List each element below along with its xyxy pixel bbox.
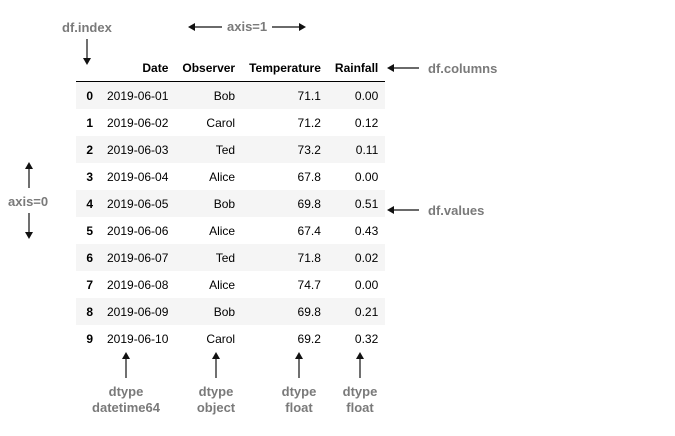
- dtype-observer-label: dtype object: [186, 384, 246, 416]
- df-columns-label: df.columns: [428, 61, 498, 76]
- dtype-rainfall-arrow-icon: [356, 352, 364, 378]
- rainfall-cell: 0.00: [354, 277, 379, 292]
- df-index-label: df.index: [62, 20, 112, 35]
- df-values-label: df.values: [428, 203, 485, 218]
- row-index-cell: 6: [86, 250, 93, 265]
- rainfall-cell: 0.43: [354, 223, 379, 238]
- temperature-cell: 71.8: [297, 250, 321, 265]
- observer-cell: Bob: [213, 88, 236, 103]
- axis0-up-arrow-icon: [25, 162, 33, 188]
- observer-cell: Alice: [209, 223, 236, 238]
- axis1-left-arrow-icon: [188, 23, 222, 31]
- rainfall-cell: 0.32: [354, 331, 379, 346]
- table-header-row: Date Observer Temperature Rainfall: [76, 54, 386, 82]
- dtype-rainfall-label: dtype float: [330, 384, 390, 416]
- observer-cell: Bob: [213, 196, 236, 211]
- column-header-observer: Observer: [175, 54, 243, 82]
- observer-cell: Alice: [209, 169, 236, 184]
- observer-cell: Ted: [215, 250, 236, 265]
- dtype-date-arrow-icon: [122, 352, 130, 378]
- temperature-cell: 74.7: [297, 277, 321, 292]
- dtype-word: dtype: [108, 384, 144, 399]
- date-cell: 2019-06-06: [107, 223, 169, 238]
- dtype-type: float: [346, 400, 374, 415]
- table-row: 3 2019-06-04 Alice 67.8 0.00: [76, 163, 386, 190]
- observer-cell: Bob: [213, 304, 236, 319]
- temperature-cell: 71.2: [297, 115, 321, 130]
- observer-cell: Ted: [215, 142, 236, 157]
- row-index-cell: 3: [86, 169, 93, 184]
- index-header: [76, 54, 100, 82]
- row-index-cell: 2: [86, 142, 93, 157]
- dtype-type: datetime64: [92, 400, 160, 415]
- row-index-cell: 4: [86, 196, 93, 211]
- temperature-cell: 69.8: [297, 196, 321, 211]
- dtype-word: dtype: [198, 384, 234, 399]
- column-header-temperature: Temperature: [242, 54, 328, 82]
- rainfall-cell: 0.12: [354, 115, 379, 130]
- table-row: 8 2019-06-09 Bob 69.8 0.21: [76, 298, 386, 325]
- table-row: 7 2019-06-08 Alice 74.7 0.00: [76, 271, 386, 298]
- dtype-type: float: [285, 400, 313, 415]
- axis1-right-arrow-icon: [272, 23, 306, 31]
- row-index-cell: 8: [86, 304, 93, 319]
- date-cell: 2019-06-08: [107, 277, 169, 292]
- table-row: 6 2019-06-07 Ted 71.8 0.02: [76, 244, 386, 271]
- date-cell: 2019-06-02: [107, 115, 169, 130]
- table-row: 5 2019-06-06 Alice 67.4 0.43: [76, 217, 386, 244]
- temperature-cell: 71.1: [297, 88, 321, 103]
- axis1-label: axis=1: [227, 19, 268, 34]
- row-index-cell: 7: [86, 277, 93, 292]
- dtype-observer-arrow-icon: [212, 352, 220, 378]
- dtype-type: object: [196, 400, 236, 415]
- axis0-label: axis=0: [8, 194, 49, 209]
- rainfall-cell: 0.51: [354, 196, 379, 211]
- date-cell: 2019-06-04: [107, 169, 169, 184]
- date-cell: 2019-06-03: [107, 142, 169, 157]
- row-index-cell: 0: [86, 88, 93, 103]
- column-header-date: Date: [100, 54, 176, 82]
- rainfall-cell: 0.11: [355, 142, 379, 157]
- date-cell: 2019-06-01: [107, 88, 169, 103]
- rainfall-cell: 0.00: [354, 88, 379, 103]
- row-index-cell: 5: [86, 223, 93, 238]
- date-cell: 2019-06-10: [107, 331, 169, 346]
- rainfall-cell: 0.02: [354, 250, 379, 265]
- row-index-cell: 1: [86, 115, 93, 130]
- table-row: 4 2019-06-05 Bob 69.8 0.51: [76, 190, 386, 217]
- temperature-cell: 69.2: [297, 331, 321, 346]
- table-row: 0 2019-06-01 Bob 71.1 0.00: [76, 81, 386, 109]
- temperature-cell: 67.8: [297, 169, 321, 184]
- rainfall-cell: 0.21: [354, 304, 379, 319]
- table-row: 9 2019-06-10 Carol 69.2 0.32: [76, 325, 386, 352]
- date-cell: 2019-06-05: [107, 196, 169, 211]
- df-values-arrow-icon: [387, 206, 419, 214]
- df-columns-arrow-icon: [387, 64, 419, 72]
- date-cell: 2019-06-07: [107, 250, 169, 265]
- dataframe-table: Date Observer Temperature Rainfall 0 2019…: [76, 54, 386, 352]
- date-cell: 2019-06-09: [107, 304, 169, 319]
- dtype-date-label: dtype datetime64: [86, 384, 166, 416]
- table-row: 1 2019-06-02 Carol 71.2 0.12: [76, 109, 386, 136]
- observer-cell: Alice: [209, 277, 236, 292]
- observer-cell: Carol: [206, 331, 236, 346]
- dtype-word: dtype: [342, 384, 378, 399]
- column-header-rainfall: Rainfall: [327, 54, 386, 82]
- row-index-cell: 9: [86, 331, 93, 346]
- observer-cell: Carol: [206, 115, 236, 130]
- temperature-cell: 67.4: [297, 223, 321, 238]
- temperature-cell: 69.8: [297, 304, 321, 319]
- rainfall-cell: 0.00: [354, 169, 379, 184]
- temperature-cell: 73.2: [297, 142, 321, 157]
- table-row: 2 2019-06-03 Ted 73.2 0.11: [76, 136, 386, 163]
- dtype-temperature-arrow-icon: [295, 352, 303, 378]
- axis0-down-arrow-icon: [25, 213, 33, 239]
- dtype-temperature-label: dtype float: [269, 384, 329, 416]
- dtype-word: dtype: [281, 384, 317, 399]
